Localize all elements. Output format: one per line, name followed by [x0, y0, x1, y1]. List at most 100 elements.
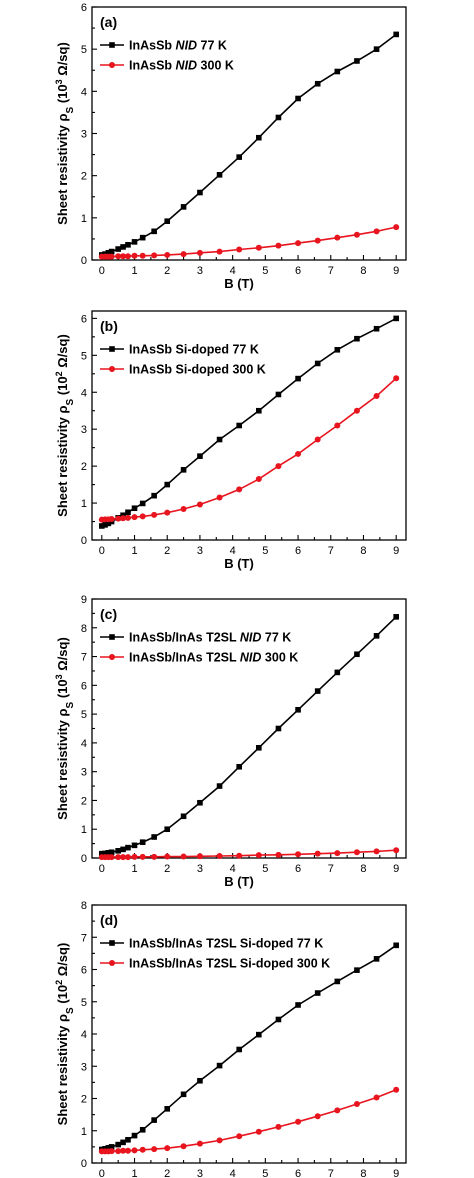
data-point: [354, 335, 360, 342]
legend-label: InAsSb/InAs T2SL Si-doped 300 K: [129, 957, 330, 971]
data-point: [275, 725, 282, 732]
data-point: [125, 1136, 131, 1143]
data-point: [196, 501, 203, 508]
data-point: [295, 95, 301, 102]
data-point: [105, 1145, 112, 1151]
data-point: [354, 967, 360, 973]
x-tick-label: 6: [295, 863, 301, 875]
y-tick-label: 8: [81, 900, 87, 912]
series-line: [101, 849, 397, 858]
data-point: [255, 1128, 262, 1135]
x-tick-label: 5: [262, 863, 268, 875]
data-point: [164, 251, 171, 258]
y-tick-label: 0: [81, 853, 87, 865]
chart-panel-4: 0123456789012345678B (T)Sheet resistivit…: [54, 900, 407, 1178]
x-tick-label: 6: [295, 545, 301, 557]
x-tick-label: 9: [393, 863, 399, 875]
data-point: [164, 218, 171, 225]
data-point: [373, 46, 380, 52]
data-point: [139, 500, 146, 507]
data-point: [255, 244, 262, 251]
data-point: [373, 392, 380, 399]
x-tick-label: 9: [393, 265, 399, 277]
x-tick-label: 7: [328, 545, 334, 557]
x-tick-label: 0: [99, 863, 105, 875]
data-point: [124, 854, 131, 861]
data-point: [275, 391, 282, 398]
x-tick-label: 5: [262, 265, 268, 277]
data-point: [115, 1141, 121, 1148]
data-point: [314, 990, 321, 996]
data-point: [197, 799, 203, 806]
data-point: [373, 633, 380, 639]
x-axis-title: B (T): [224, 276, 254, 291]
data-point: [373, 1094, 380, 1101]
legend-marker: [109, 346, 115, 352]
series-line: [101, 226, 397, 258]
data-point: [197, 189, 203, 196]
legend-label: InAsSb/InAs T2SL NID 77 K: [129, 631, 291, 645]
data-point: [131, 514, 138, 521]
data-point: [108, 849, 115, 856]
legend-label: InAsSb Si-doped 77 K: [129, 343, 259, 357]
data-point: [275, 1016, 282, 1023]
data-point: [102, 850, 108, 857]
series-2: [98, 224, 400, 260]
y-tick-label: 2: [81, 461, 87, 473]
data-point: [139, 1126, 146, 1133]
data-point: [373, 325, 380, 332]
data-point: [256, 134, 262, 141]
y-tick-label: 6: [81, 680, 87, 692]
data-point: [139, 839, 146, 845]
data-point: [151, 1146, 158, 1153]
x-tick-label: 7: [328, 1168, 334, 1178]
legend-entry: InAsSb/InAs T2SL Si-doped 300 K: [100, 957, 330, 971]
data-point: [236, 422, 242, 429]
data-point: [334, 850, 341, 857]
y-tick-label: 4: [81, 738, 87, 750]
data-point: [197, 1077, 203, 1084]
y-tick-label: 2: [81, 1094, 87, 1106]
data-point: [108, 248, 115, 255]
data-point: [236, 1046, 242, 1053]
data-point: [115, 515, 122, 522]
y-axis-title: Sheet resistivity ρS (103 Ω/sq): [54, 637, 76, 820]
data-point: [275, 463, 282, 470]
data-point: [314, 850, 321, 857]
data-point: [125, 509, 131, 516]
data-point: [180, 251, 187, 258]
data-point: [99, 850, 105, 857]
data-point: [334, 68, 341, 75]
legend-entry: InAsSb Si-doped 300 K: [100, 363, 266, 377]
data-point: [353, 849, 360, 856]
x-tick-label: 6: [295, 265, 301, 277]
x-tick-label: 8: [360, 1168, 366, 1178]
y-tick-label: 7: [81, 932, 87, 944]
data-point: [108, 253, 115, 260]
y-tick-label: 4: [81, 1029, 87, 1041]
data-point: [164, 853, 171, 860]
x-tick-label: 8: [360, 265, 366, 277]
legend-entry: InAsSb NID 77 K: [100, 39, 227, 53]
data-point: [334, 234, 341, 241]
legend-entry: InAsSb NID 300 K: [100, 59, 234, 73]
x-tick-label: 2: [164, 265, 170, 277]
data-point: [216, 172, 223, 178]
data-point: [115, 854, 122, 861]
legend-marker: [109, 654, 115, 660]
data-point: [236, 154, 242, 160]
legend-entry: InAsSb/InAs T2SL NID 77 K: [100, 631, 291, 645]
data-point: [295, 450, 302, 457]
x-tick-label: 5: [262, 1168, 268, 1178]
y-axis-title: Sheet resistivity ρS (103 Ω/sq): [54, 42, 76, 225]
data-point: [105, 520, 112, 527]
data-point: [125, 844, 131, 851]
data-point: [139, 513, 146, 520]
data-point: [256, 407, 262, 414]
y-tick-label: 5: [81, 350, 87, 362]
series-line: [101, 1089, 397, 1153]
data-point: [164, 481, 171, 488]
data-point: [151, 853, 158, 860]
data-point: [216, 436, 223, 443]
